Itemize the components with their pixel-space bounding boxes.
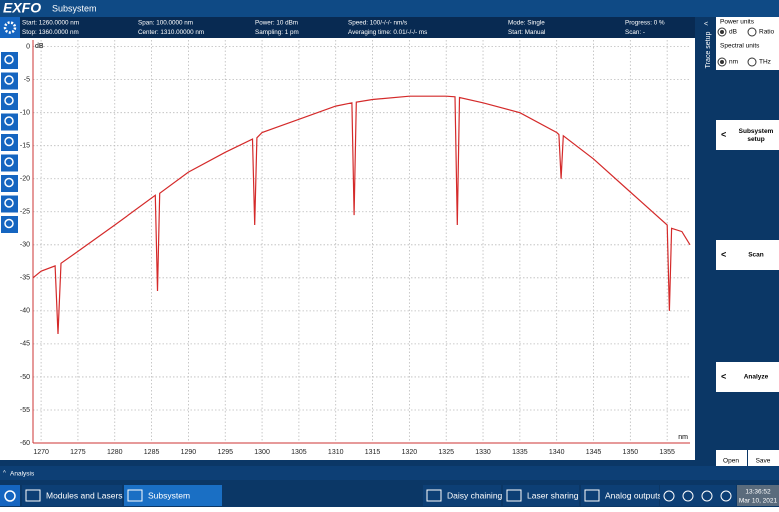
- x-tick-label: 1355: [659, 449, 675, 456]
- x-tick-label: 1340: [549, 449, 565, 456]
- status-item: Scan: -: [625, 29, 645, 36]
- taskbar-label: Analog outputs: [605, 490, 662, 500]
- x-tick-label: 1285: [144, 449, 160, 456]
- y-tick-label: -30: [20, 242, 30, 249]
- x-tick-label: 1305: [291, 449, 307, 456]
- radio[interactable]: [748, 58, 756, 66]
- taskbar-label: Subsystem: [148, 490, 190, 500]
- status-item: Averaging time: 0.01/-/-/- ms: [348, 29, 427, 36]
- taskbar-label: Laser sharing: [527, 490, 579, 500]
- side-button-arrow: <: [721, 129, 726, 139]
- tool-button[interactable]: [1, 134, 18, 151]
- side-button-label: Analyze: [744, 374, 769, 381]
- x-tick-label: 1310: [328, 449, 344, 456]
- y-tick-label: 0: [26, 43, 30, 50]
- status-item: Sampling: 1 pm: [255, 29, 299, 36]
- side-button-arrow: <: [721, 249, 726, 259]
- x-tick-label: 1280: [107, 449, 123, 456]
- radio-label: nm: [729, 59, 738, 66]
- x-tick-label: 1325: [438, 449, 454, 456]
- tool-button[interactable]: [1, 216, 18, 233]
- side-tab[interactable]: [697, 17, 715, 460]
- y-tick-label: -20: [20, 176, 30, 183]
- radio-dot: [720, 60, 724, 64]
- y-axis-label: dB: [35, 43, 44, 50]
- status-item: Progress: 0 %: [625, 20, 665, 27]
- side-tab-arrow: <: [704, 21, 708, 28]
- radio-label: Ratio: [759, 29, 775, 36]
- logo: EXFO: [3, 0, 41, 16]
- save-label: Save: [756, 458, 771, 465]
- radio-label: THz: [759, 59, 771, 66]
- clock-date: Mar 10, 2021: [739, 498, 778, 505]
- side-button-arrow: <: [721, 371, 726, 381]
- power-units-label: Power units: [720, 19, 755, 26]
- analysis-bar[interactable]: [0, 466, 779, 480]
- status-item: Start: Manual: [508, 29, 545, 36]
- status-item: Span: 100.0000 nm: [138, 20, 193, 27]
- x-tick-label: 1270: [33, 449, 49, 456]
- y-tick-label: -10: [20, 110, 30, 117]
- tool-button[interactable]: [1, 73, 18, 90]
- x-tick-label: 1315: [365, 449, 381, 456]
- y-tick-label: -5: [24, 76, 30, 83]
- tool-button[interactable]: [1, 196, 18, 213]
- x-tick-label: 1320: [402, 449, 418, 456]
- analysis-arrow: ^: [3, 471, 6, 477]
- side-tab-label: Trace setup: [705, 32, 712, 69]
- radio[interactable]: [748, 28, 756, 36]
- tool-button[interactable]: [1, 155, 18, 172]
- taskbar-label: Modules and Lasers: [46, 490, 123, 500]
- spectral-units-label: Spectral units: [720, 43, 760, 50]
- y-tick-label: -55: [20, 407, 30, 414]
- status-item: Center: 1310.00000 nm: [138, 29, 204, 36]
- power-button[interactable]: [0, 485, 20, 506]
- x-tick-label: 1300: [254, 449, 270, 456]
- title-bar: [0, 0, 779, 17]
- y-tick-label: -50: [20, 374, 30, 381]
- y-tick-label: -45: [20, 341, 30, 348]
- open-label: Open: [723, 458, 739, 465]
- y-tick-label: -60: [20, 440, 30, 447]
- status-item: Mode: Single: [508, 20, 545, 27]
- x-tick-label: 1330: [475, 449, 491, 456]
- x-tick-label: 1295: [217, 449, 233, 456]
- tool-button[interactable]: [1, 93, 18, 110]
- radio-dot: [720, 30, 724, 34]
- tool-buttons: [1, 52, 18, 233]
- side-button-label: Scan: [748, 252, 764, 259]
- app-title: Subsystem: [52, 3, 97, 13]
- taskbar-icons: [660, 485, 736, 506]
- y-tick-label: -35: [20, 275, 30, 282]
- status-item: Stop: 1360.0000 nm: [22, 29, 79, 36]
- y-tick-label: -15: [20, 143, 30, 150]
- x-tick-label: 1345: [586, 449, 602, 456]
- x-tick-label: 1290: [181, 449, 197, 456]
- radio-label: dB: [729, 29, 737, 36]
- tool-button[interactable]: [1, 52, 18, 69]
- x-tick-label: 1350: [623, 449, 639, 456]
- status-item: Start: 1260.0000 nm: [22, 20, 79, 27]
- y-tick-label: -25: [20, 209, 30, 216]
- x-tick-label: 1335: [512, 449, 528, 456]
- tool-button[interactable]: [1, 175, 18, 192]
- x-axis-label: nm: [678, 434, 688, 441]
- taskbar-label: Daisy chaining: [447, 490, 503, 500]
- status-item: Power: 10 dBm: [255, 20, 298, 27]
- status-item: Speed: 100/-/-/- nm/s: [348, 20, 407, 27]
- clock-time: 13:36:52: [745, 489, 771, 496]
- settings-button[interactable]: [0, 17, 20, 38]
- tool-button[interactable]: [1, 114, 18, 131]
- analysis-label: Analysis: [10, 471, 35, 478]
- x-tick-label: 1275: [70, 449, 86, 456]
- y-tick-label: -40: [20, 308, 30, 315]
